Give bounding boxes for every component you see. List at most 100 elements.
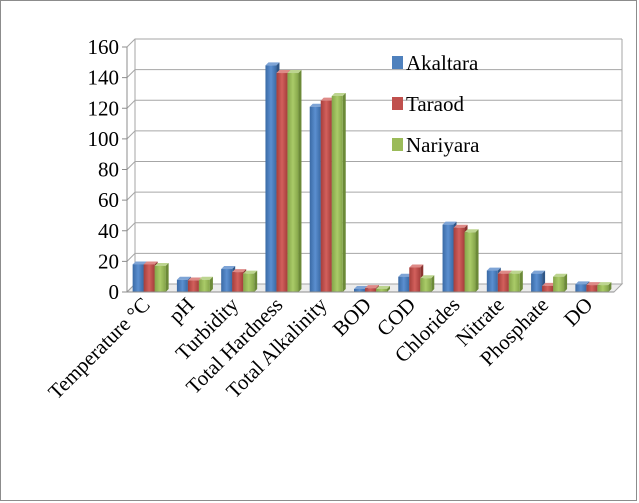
bar-top	[187, 277, 202, 281]
legend-swatch	[392, 56, 403, 69]
bar-top	[597, 282, 612, 286]
bar-side	[298, 70, 302, 292]
bar-front	[309, 106, 321, 292]
bar-front	[354, 288, 365, 292]
bar-front	[409, 267, 421, 292]
bar-front	[287, 73, 299, 292]
bar-front	[331, 96, 343, 292]
bar-top	[265, 62, 280, 66]
bar-top	[365, 285, 379, 289]
bar-front	[553, 276, 565, 292]
y-tick-label: 120	[88, 96, 120, 120]
bar	[464, 229, 479, 292]
bar-top	[464, 229, 479, 233]
gridline	[126, 252, 622, 262]
bar-front	[187, 280, 199, 292]
bar-top	[243, 270, 258, 274]
bar	[553, 273, 568, 292]
bar-front	[398, 276, 410, 292]
y-tick-label: 40	[98, 219, 119, 243]
bar-front	[508, 273, 520, 292]
legend-label: Akaltara	[406, 51, 479, 75]
bar-side	[387, 285, 390, 292]
bar-top	[586, 282, 601, 286]
bar	[287, 70, 302, 292]
bars	[127, 62, 614, 293]
bar-top	[575, 281, 590, 285]
bar-side	[608, 282, 612, 292]
bar-front	[221, 269, 233, 292]
bar-front	[320, 100, 332, 292]
gridline	[126, 130, 622, 140]
gridline	[126, 99, 622, 109]
gridline	[126, 38, 622, 48]
y-tick-label: 80	[98, 158, 119, 182]
bar-top	[553, 273, 568, 277]
gridline	[126, 69, 622, 78]
bar-top	[409, 264, 424, 268]
bar-front	[420, 278, 432, 292]
bar-front	[464, 232, 476, 292]
bar	[597, 282, 612, 292]
bar-top	[276, 70, 291, 74]
bar-top	[420, 275, 435, 279]
bar-front	[542, 285, 554, 292]
legend-label: Taraod	[406, 92, 464, 116]
bar-top	[154, 262, 169, 266]
bar-top	[331, 93, 346, 96]
bar-front	[597, 285, 609, 292]
gridline	[126, 222, 622, 232]
bar-front	[276, 73, 288, 292]
x-tick-label: Temperature °C	[43, 293, 154, 404]
bar-front	[243, 273, 255, 292]
gridlines	[126, 38, 622, 293]
bar-front	[486, 270, 498, 292]
bar-front	[132, 264, 144, 292]
x-tick-label: DO	[559, 293, 597, 331]
bar-side	[564, 273, 568, 292]
bar-front	[575, 284, 587, 292]
plot-area	[125, 39, 624, 293]
bar-top	[508, 270, 523, 274]
bar-side	[165, 262, 169, 292]
y-tick-label: 160	[88, 35, 120, 59]
bar-side	[519, 270, 523, 292]
bar-top	[198, 276, 213, 280]
bar-front	[232, 272, 244, 292]
bar-top	[497, 270, 512, 274]
bar-side	[209, 276, 213, 292]
bar-side	[342, 93, 346, 292]
bar-top	[143, 261, 158, 265]
bar-front	[143, 264, 155, 292]
bar	[508, 270, 523, 292]
bar-top	[221, 266, 236, 270]
bar-top	[376, 285, 390, 289]
bar-front	[176, 279, 188, 292]
gridline	[126, 161, 622, 170]
bar	[331, 93, 346, 292]
bar	[376, 285, 390, 292]
bar-top	[442, 221, 457, 225]
bar-front	[198, 279, 210, 292]
legend: Akaltara Taraod Nariyara	[392, 51, 480, 157]
legend-swatch	[392, 138, 403, 151]
bar-front	[265, 65, 277, 292]
bar-side	[254, 270, 258, 292]
bar-front	[497, 273, 509, 292]
bar-top	[309, 103, 324, 107]
legend-label: Nariyara	[406, 133, 480, 157]
x-tick-label: pH	[164, 293, 199, 328]
bar-side	[431, 275, 435, 292]
y-tick-label: 100	[88, 127, 120, 151]
gridline	[126, 191, 622, 201]
bar-top	[398, 273, 413, 277]
bar-top	[453, 224, 468, 228]
bar-top	[176, 276, 191, 280]
bar-top	[320, 97, 335, 101]
bar-front	[442, 224, 454, 292]
bar-top	[354, 285, 368, 289]
y-tick-label: 0	[109, 280, 120, 304]
bar-front	[376, 288, 387, 292]
